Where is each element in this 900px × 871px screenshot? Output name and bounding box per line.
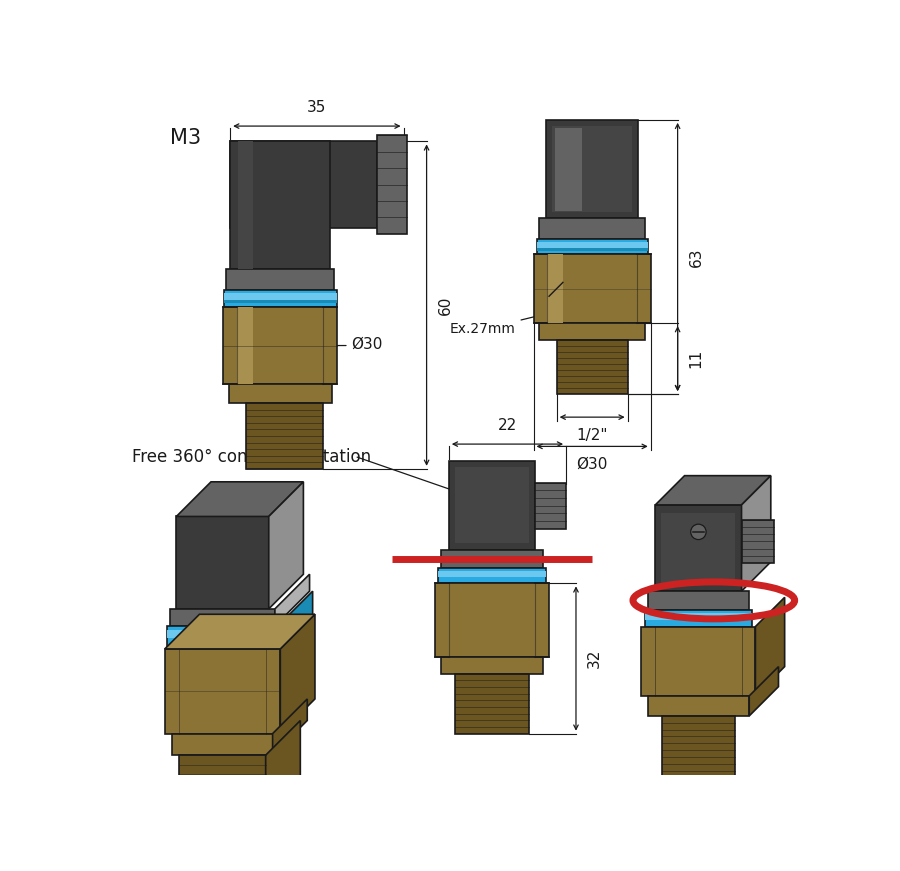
Bar [455,467,529,544]
Text: 1/2": 1/2" [576,428,608,443]
Bar [662,716,735,778]
Bar [223,307,338,384]
Text: M3: M3 [170,128,202,147]
Polygon shape [274,574,310,625]
Text: 22: 22 [498,418,518,433]
Text: Free 360° connector rotation: Free 360° connector rotation [131,449,371,466]
Bar [224,294,337,300]
Bar [534,254,651,323]
Bar [552,126,632,213]
Bar [435,584,549,657]
Bar [229,384,332,403]
Bar [662,513,735,584]
Polygon shape [167,625,278,649]
Text: 35: 35 [307,100,327,115]
Bar [449,461,536,550]
Text: 60: 60 [437,295,453,314]
Polygon shape [278,591,312,649]
Bar [655,505,742,591]
Bar [557,341,627,394]
Bar [438,568,546,584]
Polygon shape [742,476,770,591]
Bar [230,141,330,268]
Polygon shape [266,720,301,840]
Bar [546,120,638,219]
Polygon shape [230,141,376,227]
Bar [441,550,543,568]
Bar [536,483,566,529]
Bar [376,135,408,234]
Circle shape [690,524,707,539]
Bar [539,219,645,239]
Bar [644,613,752,620]
Bar [176,517,269,609]
Text: Ø30: Ø30 [351,336,382,352]
Bar [224,290,337,307]
Text: Ex.27mm: Ex.27mm [450,313,553,336]
Polygon shape [165,614,315,649]
Polygon shape [280,614,315,733]
Bar [536,247,648,251]
Bar [555,128,582,211]
Bar [441,657,543,673]
Bar [455,673,529,733]
Bar [644,610,752,626]
Bar [246,403,322,469]
Polygon shape [165,649,280,733]
Polygon shape [238,141,254,268]
Polygon shape [173,733,273,755]
Text: 63: 63 [688,247,704,267]
Polygon shape [749,666,778,716]
Polygon shape [238,307,253,384]
Bar [536,241,648,247]
Text: 11: 11 [688,349,704,368]
Ellipse shape [184,843,262,860]
Polygon shape [179,755,266,840]
Bar [642,626,755,696]
Polygon shape [167,631,278,638]
Bar [648,696,749,716]
Polygon shape [269,482,303,609]
Bar [536,239,648,254]
Bar [648,591,749,610]
Polygon shape [273,699,307,755]
Polygon shape [547,254,562,323]
Polygon shape [176,482,303,517]
Bar [438,571,546,577]
Text: Ø30: Ø30 [577,457,608,472]
Text: 32: 32 [587,649,602,668]
Polygon shape [170,609,274,625]
Text: NBR Seal
DIN 3869: NBR Seal DIN 3869 [0,870,1,871]
Bar [742,520,774,563]
Bar [539,323,645,341]
Polygon shape [755,598,785,696]
Bar [224,300,337,303]
Bar [227,268,334,290]
Polygon shape [655,476,770,505]
